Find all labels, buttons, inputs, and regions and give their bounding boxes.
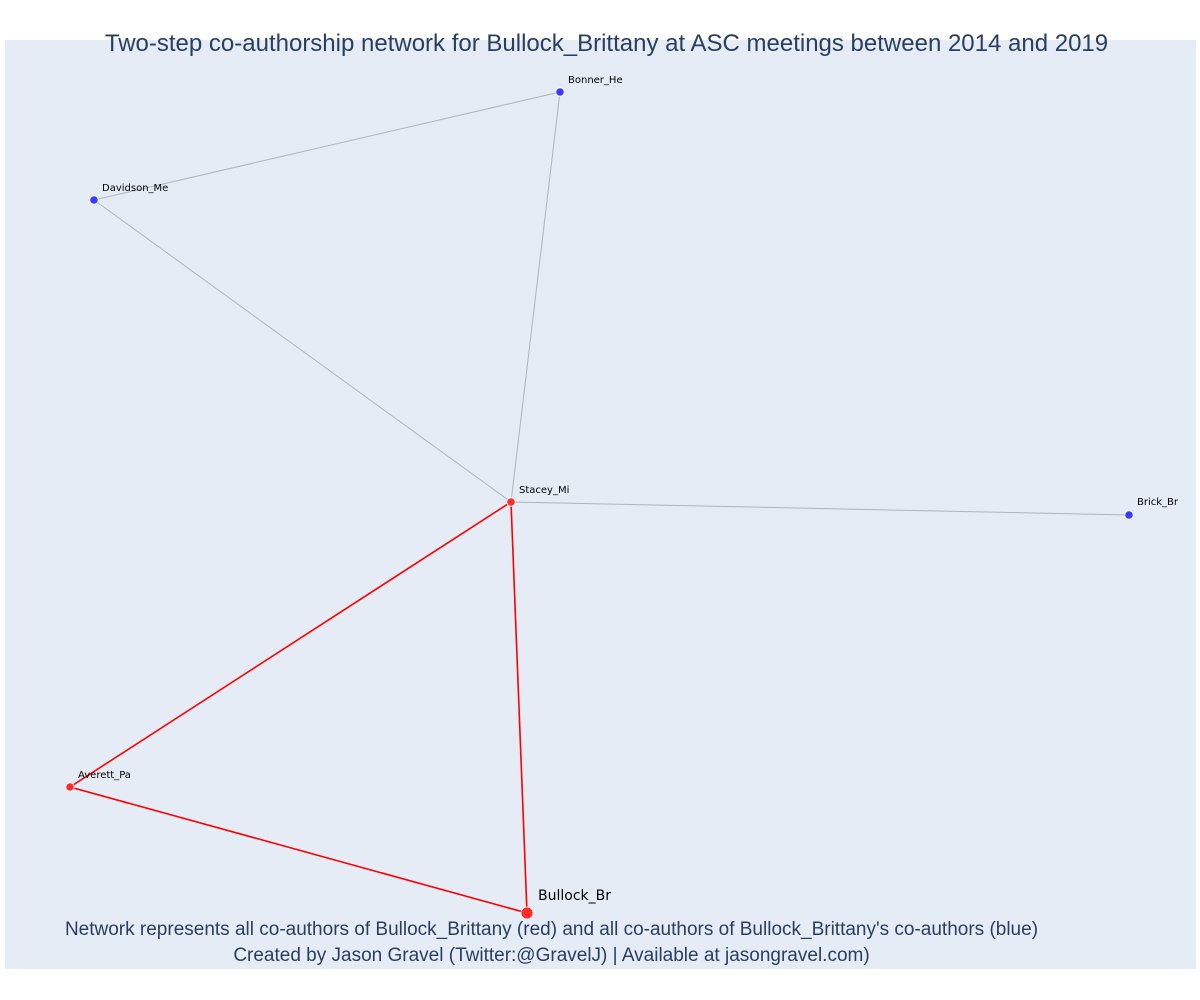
edges-layer xyxy=(69,91,1130,914)
chart-title: Two-step co-authorship network for Bullo… xyxy=(104,30,1109,57)
node-bullock[interactable] xyxy=(520,906,534,920)
nodes-layer xyxy=(65,87,1134,920)
edge-stacey-bullock xyxy=(510,501,528,914)
edge-stacey-davidson xyxy=(93,199,512,503)
node-label-averett: Averett_Pa xyxy=(78,770,131,781)
edge-averett-bullock xyxy=(69,786,528,914)
node-bonner[interactable] xyxy=(555,87,565,97)
caption-line-2: Created by Jason Gravel (Twitter:@Gravel… xyxy=(233,945,870,966)
node-label-brick: Brick_Br xyxy=(1137,497,1179,508)
node-averett[interactable] xyxy=(65,782,75,792)
node-brick[interactable] xyxy=(1124,510,1134,520)
labels-layer: Bullock_Br Stacey_Mi Averett_Pa Davidson_Me… xyxy=(78,75,1179,904)
node-label-davidson: Davidson_Me xyxy=(102,183,168,194)
edge-averett-stacey xyxy=(69,501,512,788)
edge-stacey-bonner xyxy=(510,91,561,503)
node-stacey[interactable] xyxy=(506,497,516,507)
plot-area xyxy=(5,40,1196,969)
node-davidson[interactable] xyxy=(89,195,99,205)
edge-davidson-bonner xyxy=(93,91,561,201)
node-label-stacey: Stacey_Mi xyxy=(519,485,569,496)
caption-line-1: Network represents all co-authors of Bul… xyxy=(64,919,1039,940)
edge-stacey-brick xyxy=(510,501,1130,516)
node-label-bonner: Bonner_He xyxy=(568,75,623,86)
node-label-bullock: Bullock_Br xyxy=(538,888,611,904)
